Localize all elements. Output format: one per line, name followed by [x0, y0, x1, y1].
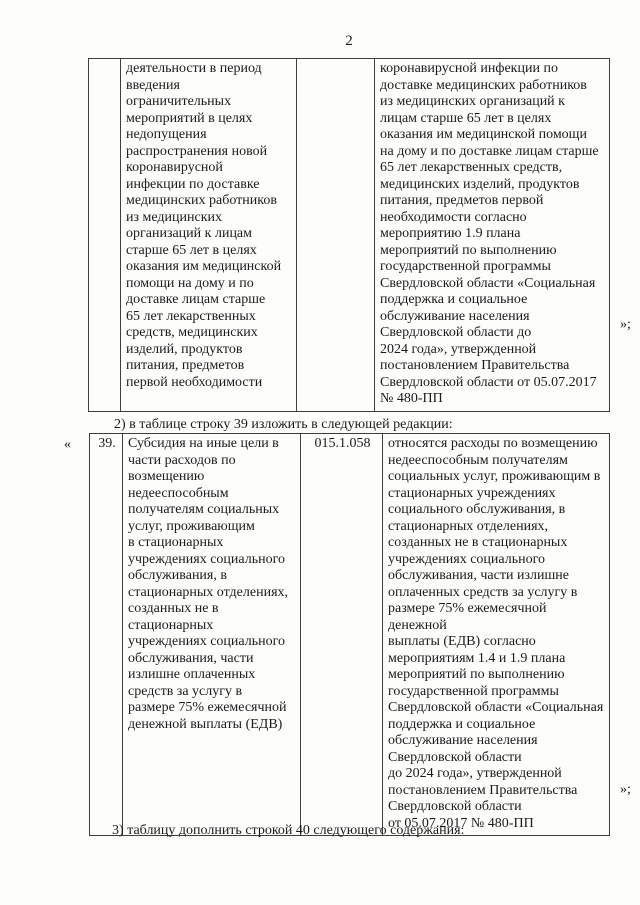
row-39-table: 39. Субсидия на иные цели в части расход… [89, 433, 610, 836]
code-cell: 015.1.058 [300, 433, 383, 836]
table-row: деятельности в период введения ограничит… [88, 58, 610, 412]
page-number: 2 [345, 33, 353, 49]
closing-quote-mark-1: »; [620, 317, 631, 332]
continued-row-table: деятельности в период введения ограничит… [88, 58, 610, 412]
description-cell: относятся расходы по возмещению недееспо… [382, 433, 610, 836]
amendment-paragraph-3: 3) таблицу дополнить строкой 40 следующе… [112, 823, 465, 838]
description-cell: коронавирусной инфекции по доставке меди… [374, 58, 610, 412]
subsidy-name-cell: деятельности в период введения ограничит… [120, 58, 297, 412]
code-cell [296, 58, 375, 412]
subsidy-name-cell: Субсидия на иные цели в части расходов п… [122, 433, 301, 836]
closing-quote-mark-2: »; [620, 782, 631, 797]
row-number-cell: 39. [89, 433, 123, 836]
opening-quote-mark: « [64, 437, 71, 452]
row-number-cell [88, 58, 121, 412]
table-row: 39. Субсидия на иные цели в части расход… [89, 433, 610, 836]
amendment-paragraph-2: 2) в таблице строку 39 изложить в следую… [114, 417, 453, 432]
